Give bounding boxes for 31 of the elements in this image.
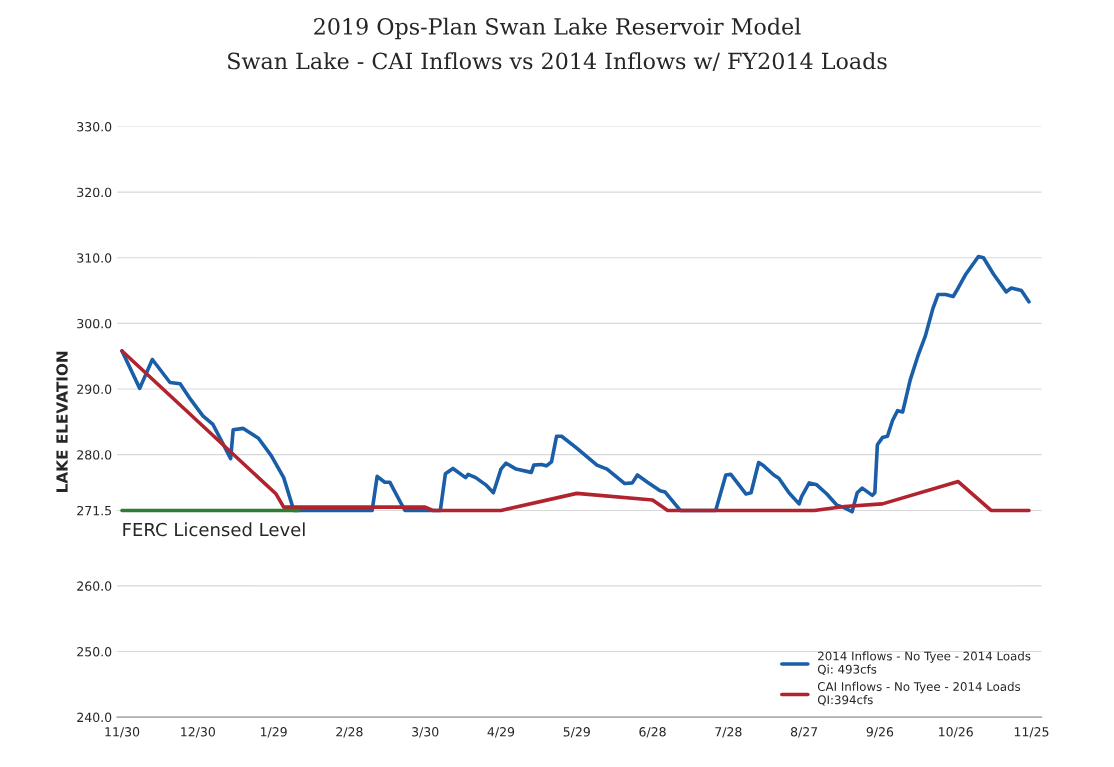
- y-tick-label: 310.0: [77, 253, 112, 263]
- y-tick-label: 300.0: [77, 318, 112, 329]
- chart-title: 2019 Ops-Plan Swan Lake Reservoir Model: [314, 17, 801, 40]
- x-tick-label: 8/27: [790, 727, 818, 738]
- x-tick-label: 3/30: [412, 727, 439, 738]
- y-axis-title: LAKE ELEVATION: [56, 351, 68, 492]
- y-tick-label: 330.0: [77, 122, 112, 132]
- x-tick-label: 5/29: [563, 727, 590, 738]
- x-tick-label: 10/26: [939, 727, 973, 738]
- x-tick-label: 2/28: [336, 727, 363, 738]
- y-tick-label: 250.0: [77, 647, 112, 657]
- chart-subtitle: Swan Lake - CAI Inflows vs 2014 Inflows w/ FY2014 Loads: [228, 52, 887, 72]
- y-tick-label: 260.0: [77, 581, 112, 591]
- x-tick-label: 7/28: [715, 727, 742, 738]
- x-tick-label: 4/29: [487, 727, 515, 738]
- y-tick-label: 240.0: [77, 712, 112, 723]
- y-tick-label: 290.0: [77, 384, 112, 394]
- x-tick-label: 12/30: [181, 727, 215, 738]
- y-tick-label: 271.5: [77, 505, 112, 516]
- x-tick-label: 9/26: [866, 727, 894, 738]
- y-tick-label: 280.0: [77, 450, 112, 460]
- x-tick-label: 11/30: [105, 727, 140, 738]
- x-tick-label: 11/25: [1014, 727, 1049, 738]
- y-tick-label: 320.0: [77, 187, 112, 198]
- legend-label: 2014 Inflows - No Tyee - 2014 Loads Qi: 493cfs: [817, 651, 1031, 676]
- line-series: [120, 254, 1031, 514]
- annotation: FERC Licensed Level: [123, 522, 305, 537]
- x-tick-label: 6/28: [639, 727, 666, 738]
- legend-label: CAI Inflows - No Tyee - 2014 Loads QI:394cfs: [817, 681, 1021, 706]
- x-tick-label: 1/29: [260, 727, 287, 738]
- line-series: [120, 349, 1031, 513]
